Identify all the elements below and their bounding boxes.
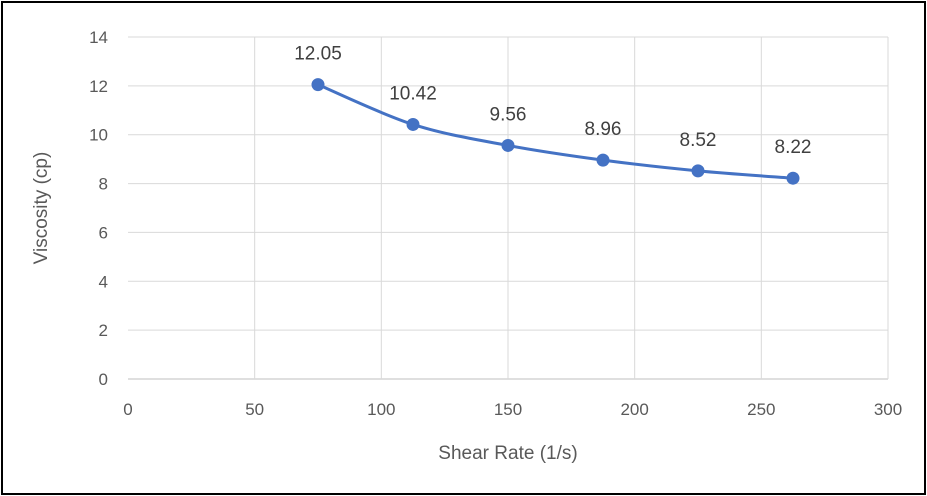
series-line <box>316 83 795 180</box>
x-tick-label: 250 <box>747 400 775 419</box>
y-tick-label: 14 <box>89 28 108 47</box>
data-point <box>406 117 420 131</box>
y-tick-label: 6 <box>99 223 108 242</box>
x-tick-label: 200 <box>620 400 648 419</box>
data-label: 12.05 <box>294 44 342 65</box>
x-tick-label: 150 <box>494 400 522 419</box>
x-axis-title: Shear Rate (1/s) <box>438 443 577 464</box>
data-point <box>596 153 610 167</box>
y-tick-label: 8 <box>99 175 108 194</box>
data-label: 10.42 <box>389 83 437 104</box>
data-labels: 12.05 10.42 9.56 8.96 8.52 8.22 <box>294 44 811 159</box>
data-label: 8.96 <box>585 119 622 140</box>
data-label: 8.52 <box>680 130 717 151</box>
y-tick-label: 12 <box>89 77 108 96</box>
y-tick-label: 2 <box>99 321 108 340</box>
y-tick-label: 0 <box>99 370 108 389</box>
y-tick-label: 4 <box>99 272 108 291</box>
x-tick-label: 0 <box>123 400 132 419</box>
x-tick-label: 50 <box>245 400 264 419</box>
data-point <box>691 164 705 178</box>
y-axis-title: Viscosity (cp) <box>31 152 52 265</box>
grid-lines <box>128 36 889 380</box>
data-point <box>501 138 515 152</box>
data-label: 8.22 <box>775 137 812 158</box>
tick-labels: 0 2 4 6 8 10 12 14 0 50 100 150 200 250 300 <box>89 28 902 419</box>
x-tick-label: 100 <box>367 400 395 419</box>
x-tick-label: 300 <box>874 400 902 419</box>
data-point <box>786 171 800 185</box>
data-label: 9.56 <box>490 104 527 125</box>
data-point <box>311 78 325 92</box>
series-viscosity <box>311 78 800 185</box>
y-tick-label: 10 <box>89 126 108 145</box>
